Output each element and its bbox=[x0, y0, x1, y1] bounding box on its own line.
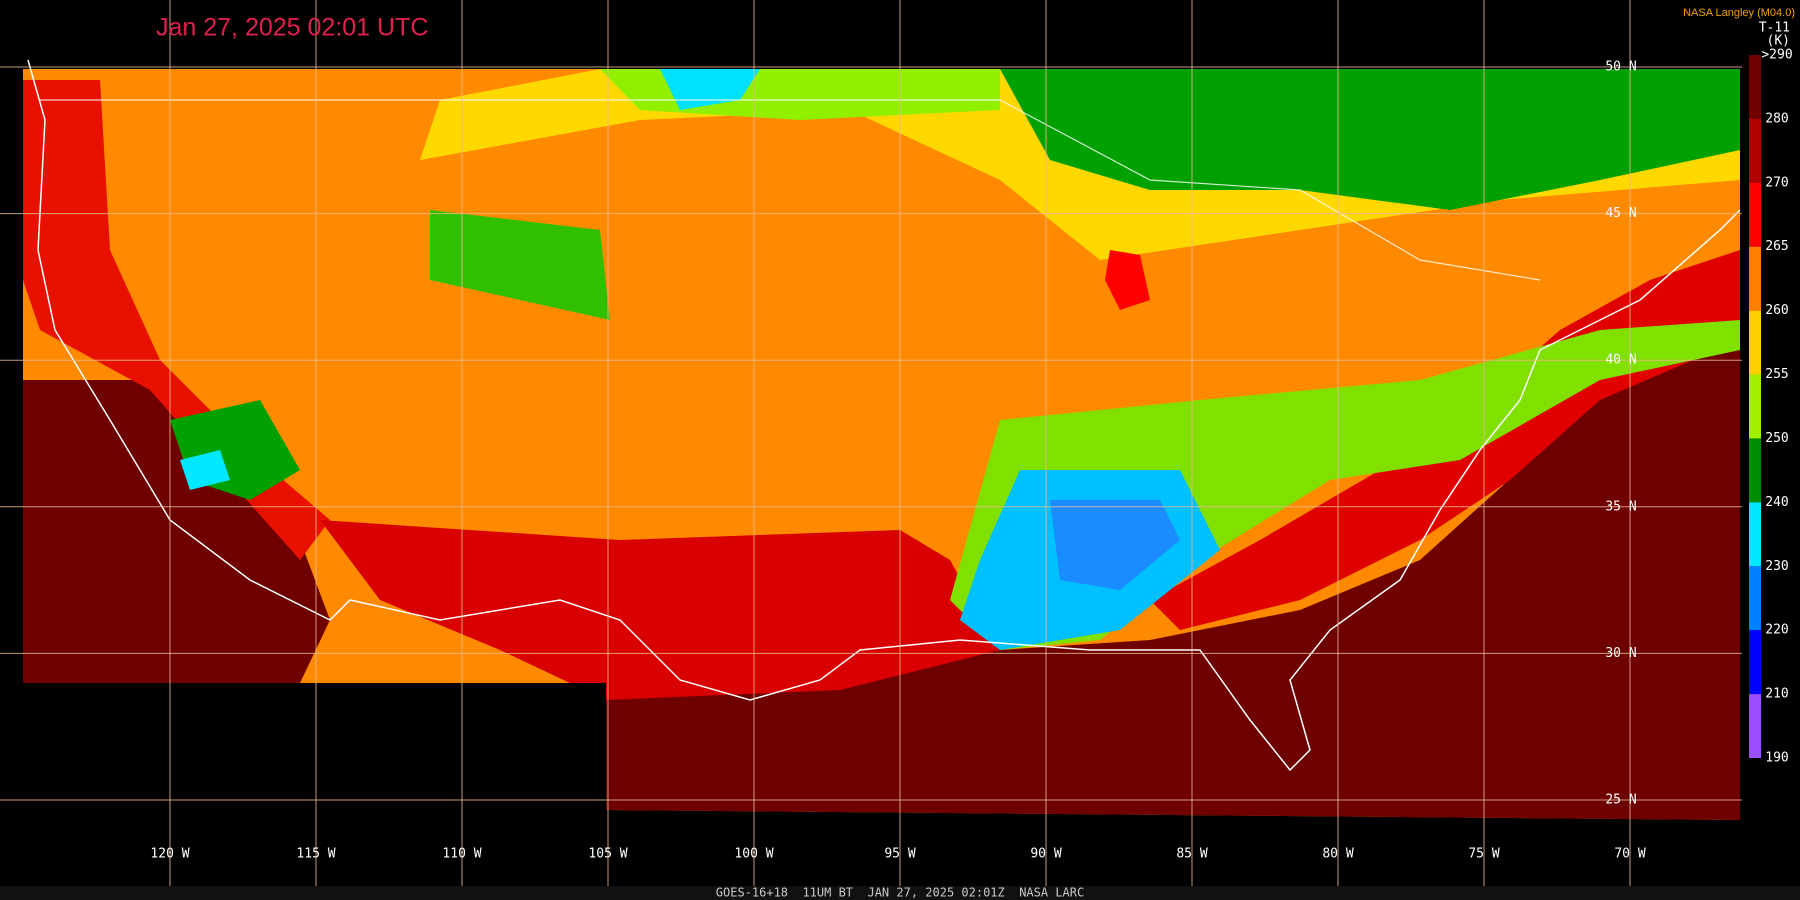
latitude-label: 50 N bbox=[1605, 60, 1636, 75]
temperature-field bbox=[320, 520, 1000, 700]
latitude-label: 30 N bbox=[1605, 646, 1636, 661]
colorbar-label: 255 bbox=[1765, 367, 1788, 382]
latitude-label: 40 N bbox=[1605, 353, 1636, 368]
colorbar-segment bbox=[1749, 182, 1761, 247]
longitude-label: 70 W bbox=[1614, 847, 1645, 862]
longitude-label: 80 W bbox=[1322, 847, 1353, 862]
colorbar-segment bbox=[1749, 310, 1761, 375]
unit-label: (K) bbox=[1767, 34, 1790, 49]
longitude-label: 120 W bbox=[150, 847, 189, 862]
temperature-field bbox=[180, 450, 230, 490]
colorbar-label: 250 bbox=[1765, 431, 1788, 446]
colorbar-segment bbox=[1749, 438, 1761, 503]
colorbar-label: 280 bbox=[1765, 111, 1788, 126]
colorbar-label: 260 bbox=[1765, 303, 1788, 318]
temperature-field bbox=[23, 80, 330, 560]
colorbar-segment bbox=[1749, 566, 1761, 631]
longitude-label: 115 W bbox=[296, 847, 335, 862]
colorbar-segment bbox=[1749, 118, 1761, 183]
colorbar-label: 190 bbox=[1765, 751, 1788, 766]
footer: GOES-16+18 11UM BT JAN 27, 2025 02:01Z N… bbox=[716, 886, 1084, 900]
colorbar-segment bbox=[1749, 694, 1761, 758]
temperature-field bbox=[1050, 500, 1180, 590]
footer-bar bbox=[0, 886, 1800, 900]
colorbar-segment bbox=[1749, 502, 1761, 567]
no-data bbox=[23, 683, 606, 810]
temperature-field bbox=[606, 330, 1740, 820]
colorbar-label: 270 bbox=[1765, 175, 1788, 190]
colorbar-label: 240 bbox=[1765, 495, 1788, 510]
longitude-label: 75 W bbox=[1468, 847, 1499, 862]
colorbar-label: 210 bbox=[1765, 687, 1788, 702]
temperature-field bbox=[1105, 250, 1150, 310]
colorbar-segment bbox=[1749, 55, 1761, 119]
temperature-field bbox=[23, 380, 330, 683]
longitude-label: 90 W bbox=[1030, 847, 1061, 862]
longitude-label: 110 W bbox=[442, 847, 481, 862]
credit: NASA Langley (M04.0) bbox=[1683, 7, 1795, 19]
channel-label: T-11 bbox=[1759, 21, 1790, 36]
satellite-imagery bbox=[23, 69, 1740, 820]
latitude-label: 45 N bbox=[1605, 206, 1636, 221]
border bbox=[40, 99, 1541, 281]
colorbar-label: >290 bbox=[1761, 48, 1792, 63]
coastline bbox=[27, 59, 1741, 772]
latitude-label: 25 N bbox=[1605, 793, 1636, 808]
latitude-label: 35 N bbox=[1605, 499, 1636, 514]
colorbar-label: 265 bbox=[1765, 239, 1788, 254]
longitude-label: 85 W bbox=[1176, 847, 1207, 862]
colorbar-label: 230 bbox=[1765, 559, 1788, 574]
temperature-field bbox=[430, 210, 610, 320]
graticule-labels: 120 W 115 W 110 W 105 W 100 W 95 W 90 W 85 W 80 … bbox=[150, 60, 1645, 862]
longitude-label: 100 W bbox=[734, 847, 773, 862]
temperature-field bbox=[1000, 69, 1740, 210]
colorbar-segment bbox=[1749, 246, 1761, 311]
colorbar: >290 280 270 265 260 255 250 240 230 220 210 190 bbox=[1749, 48, 1793, 766]
timestamp-title: Jan 27, 2025 02:01 UTC bbox=[156, 14, 428, 42]
graticule bbox=[0, 0, 1742, 886]
longitude-label: 95 W bbox=[884, 847, 915, 862]
colorbar-label: 220 bbox=[1765, 623, 1788, 638]
colorbar-segment bbox=[1749, 630, 1761, 695]
longitude-label: 105 W bbox=[588, 847, 627, 862]
colorbar-segment bbox=[1749, 374, 1761, 439]
